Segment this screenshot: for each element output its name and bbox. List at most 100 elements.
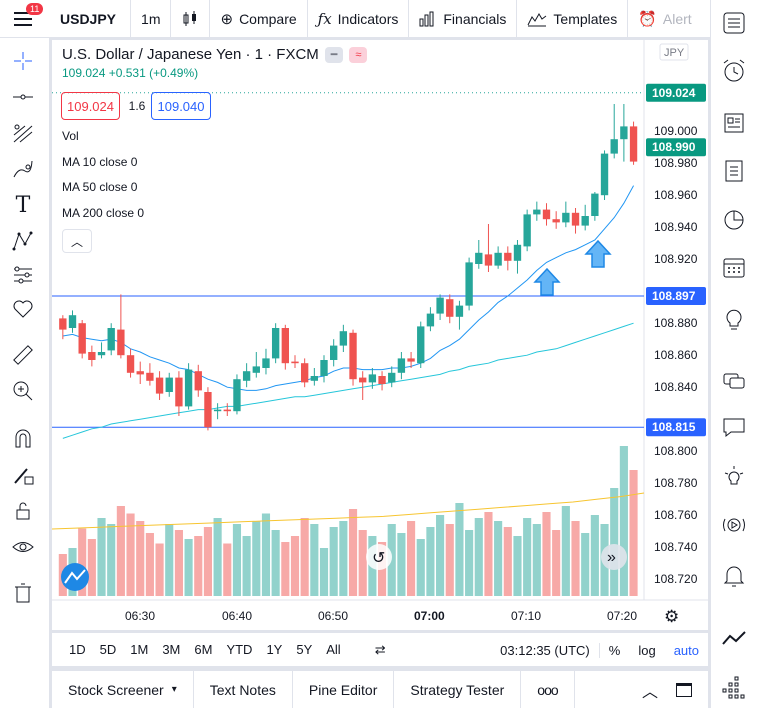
main-menu-button[interactable]: 11 xyxy=(0,0,46,37)
tab-text-notes[interactable]: Text Notes xyxy=(194,670,293,708)
brush-tool[interactable] xyxy=(0,154,46,184)
hide-drawings-tool[interactable] xyxy=(0,532,46,562)
alert-button[interactable]: ⏰ Alert xyxy=(628,0,701,37)
hotlists-button[interactable] xyxy=(719,462,749,492)
utc-clock[interactable]: 03:12:35 (UTC) xyxy=(500,642,590,658)
volume-bar xyxy=(213,518,222,596)
more-tabs-button[interactable]: ooo xyxy=(521,670,575,708)
zoom-tool[interactable] xyxy=(0,376,46,406)
indicators-button[interactable]: ƒx Indicators xyxy=(308,0,410,37)
ma200-indicator-label[interactable]: MA 200 close 0 xyxy=(62,206,145,220)
candle-body xyxy=(126,355,135,373)
magnet-tool[interactable] xyxy=(0,424,46,454)
candle-body xyxy=(552,219,560,223)
timeframe-3m[interactable]: 3M xyxy=(162,642,181,657)
alerts-button[interactable] xyxy=(719,56,749,86)
volume-bar xyxy=(581,533,590,596)
maximize-icon[interactable] xyxy=(676,682,692,697)
volume-bar xyxy=(165,524,174,596)
candle-body xyxy=(68,315,77,328)
ideas-button[interactable] xyxy=(719,304,749,334)
trend-line-tool[interactable] xyxy=(0,82,46,112)
play-icon xyxy=(723,518,745,532)
log-toggle[interactable]: log xyxy=(638,642,656,658)
price-tick-label: 108.960 xyxy=(654,188,698,202)
watchlist-button[interactable] xyxy=(719,8,749,38)
calendar-button[interactable] xyxy=(719,252,749,282)
chevron-up-icon[interactable]: ︿ xyxy=(641,683,658,701)
calendar-list-button[interactable] xyxy=(719,156,749,186)
news-button[interactable] xyxy=(719,108,749,138)
auto-toggle[interactable]: auto xyxy=(673,642,699,658)
volume-bar xyxy=(397,533,406,596)
interval-button[interactable]: 1m xyxy=(131,0,172,37)
fork-icon xyxy=(13,124,33,143)
candle-body xyxy=(571,212,580,226)
candle-body xyxy=(165,377,173,392)
notes-icon xyxy=(725,160,743,182)
gann-fib-tool[interactable] xyxy=(0,118,46,148)
trading-panel-button[interactable] xyxy=(719,624,749,654)
date-range-icon[interactable]: ⇄ xyxy=(374,641,386,657)
price-chart[interactable]: 109.000 108.980 108.960 108.940 108.920 108.8… xyxy=(52,40,708,630)
wave-icon[interactable]: ≈ xyxy=(349,46,368,63)
timeframe-all[interactable]: All xyxy=(326,642,341,657)
timeframe-1m[interactable]: 1M xyxy=(130,642,149,657)
symbol-title[interactable]: U.S. Dollar / Japanese Yen · 1 · FXCM xyxy=(62,46,319,63)
sell-button[interactable]: 109.024 xyxy=(61,92,120,120)
price-tick-label: 108.880 xyxy=(654,316,698,330)
pattern-tool[interactable] xyxy=(0,226,46,256)
object-tree-button[interactable] xyxy=(719,672,749,702)
templates-button[interactable]: Templates xyxy=(517,0,629,37)
alert-label: Alert xyxy=(662,10,692,27)
timeframe-5y[interactable]: 5Y xyxy=(296,642,313,657)
chevron-down-icon: ▾ xyxy=(171,684,177,695)
messages-button[interactable] xyxy=(719,412,749,442)
notifications-button[interactable] xyxy=(719,560,749,590)
tab-pine-editor[interactable]: Pine Editor xyxy=(293,670,395,708)
timeframe-6m[interactable]: 6M xyxy=(194,642,213,657)
collapse-legend-button[interactable]: ︿ xyxy=(62,229,92,253)
favorites-tool[interactable] xyxy=(0,294,46,324)
streams-button[interactable] xyxy=(719,510,749,540)
chart-type-button[interactable] xyxy=(171,0,211,37)
timeframe-1y[interactable]: 1Y xyxy=(266,642,283,657)
candle-body xyxy=(291,361,299,364)
candle-body xyxy=(378,376,386,384)
ma50-indicator-label[interactable]: MA 50 close 0 xyxy=(62,180,138,194)
lock-all-tool[interactable] xyxy=(0,496,46,526)
lock-drawing-tool[interactable] xyxy=(0,460,46,490)
market-status-icon[interactable]: ━ xyxy=(324,46,344,63)
price-axis-label xyxy=(646,287,706,305)
time-tick-label: 06:50 xyxy=(318,609,348,623)
data-window-button[interactable] xyxy=(719,204,749,234)
percent-toggle[interactable]: % xyxy=(598,642,630,658)
volume-bar xyxy=(87,539,96,596)
tab-stock-screener[interactable]: Stock Screener ▾ xyxy=(52,670,194,708)
tab-strategy-tester[interactable]: Strategy Tester xyxy=(394,670,522,708)
ruler-tool[interactable] xyxy=(0,340,46,370)
symbol-search-button[interactable]: USDJPY xyxy=(46,0,132,37)
compare-button[interactable]: ⊕ Compare xyxy=(210,0,308,37)
crosshair-tool[interactable] xyxy=(0,46,46,76)
candle-body xyxy=(359,377,367,383)
financials-button[interactable]: Financials xyxy=(409,0,518,37)
buy-button[interactable]: 109.040 xyxy=(151,92,211,120)
text-tool[interactable]: T xyxy=(0,190,46,220)
timeframe-ytd[interactable]: YTD xyxy=(226,642,253,657)
candle-body xyxy=(213,409,222,412)
calendar-icon xyxy=(723,258,745,278)
remove-drawings-tool[interactable] xyxy=(0,578,46,608)
chat-button[interactable] xyxy=(719,366,749,396)
candle-body xyxy=(88,352,96,360)
candle-body xyxy=(175,377,183,407)
chart-pane[interactable]: 109.000 108.980 108.960 108.940 108.920 108.8… xyxy=(52,40,708,630)
volume-indicator-label[interactable]: Vol xyxy=(62,129,79,143)
timeframe-5d[interactable]: 5D xyxy=(99,642,117,657)
ma10-indicator-label[interactable]: MA 10 close 0 xyxy=(62,155,138,169)
volume-bar xyxy=(116,506,125,596)
volume-bar xyxy=(223,543,232,596)
candle-body xyxy=(310,376,319,381)
prediction-tool[interactable] xyxy=(0,260,46,290)
timeframe-1d[interactable]: 1D xyxy=(69,642,86,657)
